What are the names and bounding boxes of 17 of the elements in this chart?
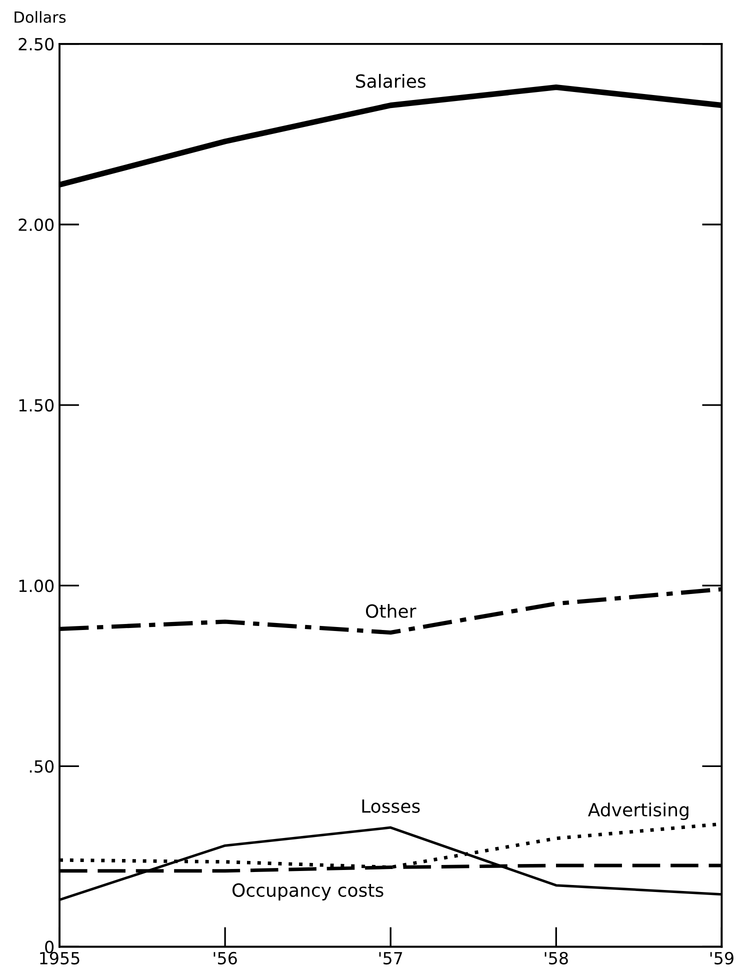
x-tick-label: '56 (214, 952, 237, 964)
series-label: Salaries (356, 74, 426, 88)
series-label: Occupancy costs (232, 883, 384, 900)
x-tick-label: '57 (379, 952, 402, 964)
y-tick-label: 2.00 (18, 218, 54, 232)
series-label: Advertising (588, 802, 688, 820)
y-tick-label: 1.00 (19, 580, 54, 592)
y-tick-label: 2.50 (18, 38, 54, 50)
y-tick-label: 0 (45, 940, 54, 954)
y-tick-label: .50 (30, 760, 54, 773)
series-label: Losses (362, 800, 420, 813)
x-tick-label: 1955 (40, 952, 80, 964)
y-tick-label: 1.50 (19, 399, 54, 412)
y-axis-title: Dollars (14, 11, 66, 23)
x-tick-label: '58 (544, 952, 568, 964)
x-tick-label: '59 (710, 952, 734, 964)
series-label: Other (366, 604, 416, 618)
